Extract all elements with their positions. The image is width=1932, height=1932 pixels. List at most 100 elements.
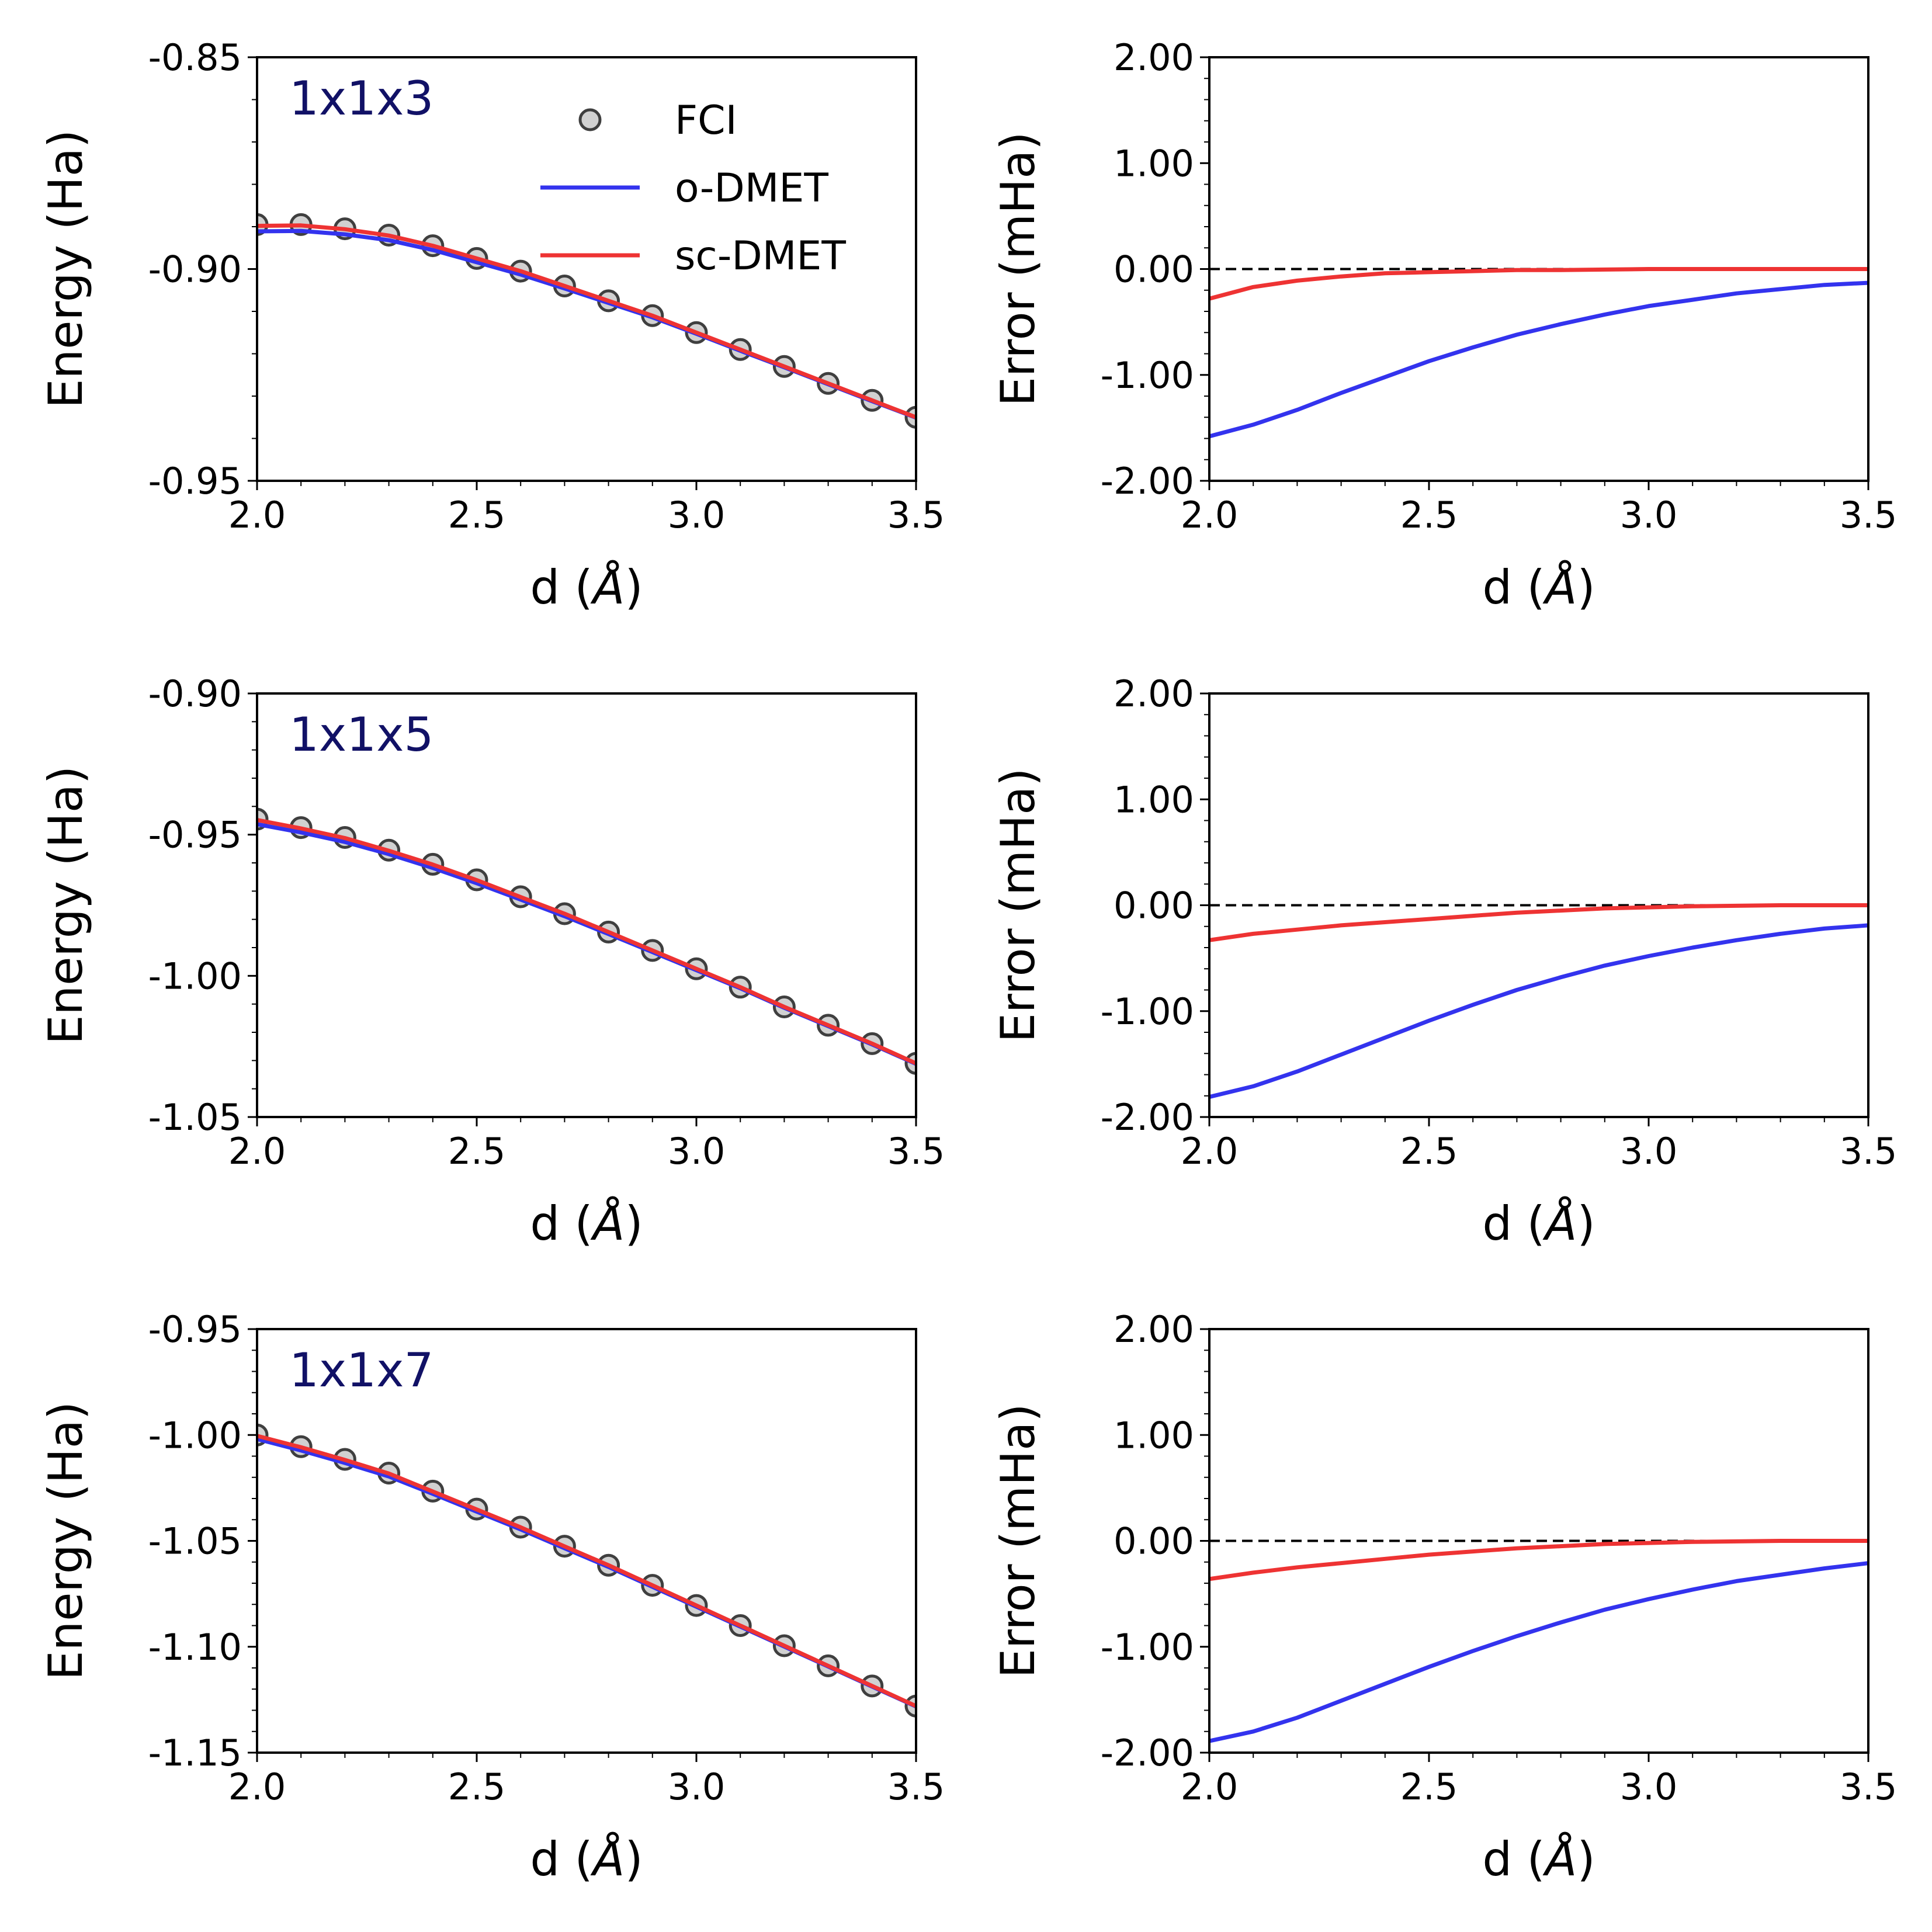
x-axis-title-prefix: d ( — [1482, 1832, 1545, 1886]
plot-area — [1209, 903, 1868, 1099]
x-tick-label: 2.5 — [448, 1130, 506, 1173]
scdmet-line — [257, 818, 916, 1066]
x-axis-title: d (Å) — [530, 1832, 643, 1886]
x-axis-title-suffix: ) — [1577, 1832, 1595, 1886]
y-tick-label: -0.95 — [148, 1308, 242, 1351]
panel-1x1x5-error: 2.0 2.5 3.0 3.5 2.00 1.00 0.00 -1.00 -2.00 d (Å) E… — [991, 672, 1897, 1251]
x-tick-label: 2.5 — [1400, 494, 1458, 536]
x-axis-title-unit: Å — [1542, 560, 1577, 615]
x-axis-title-unit: Å — [590, 560, 625, 615]
plot-area — [257, 807, 916, 1075]
y-tick-label: -1.00 — [148, 1414, 242, 1456]
panel-label: 1x1x7 — [289, 1343, 433, 1397]
y-tick-label: 0.00 — [1114, 248, 1194, 291]
y-tick-label: -0.90 — [148, 248, 242, 291]
y-axis-title: Energy (Ha) — [39, 130, 93, 408]
y-tick-label: -2.00 — [1101, 1096, 1194, 1139]
panel-1x1x7-error: 2.0 2.5 3.0 3.5 2.00 1.00 0.00 -1.00 -2.00 d (Å) E… — [991, 1308, 1897, 1886]
legend-label: o-DMET — [675, 165, 828, 211]
legend-label: sc-DMET — [675, 233, 846, 279]
x-tick-label: 3.0 — [1620, 494, 1678, 536]
odmet-line — [1209, 923, 1868, 1099]
x-tick-label: 3.0 — [668, 1130, 726, 1173]
scdmet-line — [1209, 267, 1868, 301]
y-axis-title: Energy (Ha) — [39, 766, 93, 1045]
x-axis-title-suffix: ) — [1577, 560, 1595, 615]
x-tick-label: 2.0 — [1181, 1765, 1239, 1808]
y-tick-label: 1.00 — [1114, 778, 1194, 821]
y-tick-label: -1.00 — [1101, 990, 1194, 1033]
x-axis-title-prefix: d ( — [1482, 560, 1545, 615]
plot-area — [1209, 267, 1868, 439]
x-tick-label: 3.5 — [887, 1130, 945, 1173]
x-tick-label: 3.5 — [887, 494, 945, 536]
x-axis-title-unit: Å — [1542, 1196, 1577, 1251]
legend: FCI o-DMET sc-DMET — [540, 98, 846, 279]
axes-frame — [256, 692, 917, 1118]
x-axis-title: d (Å) — [530, 1196, 643, 1251]
x-tick-label: 3.0 — [1620, 1130, 1678, 1173]
x-axis-title-prefix: d ( — [1482, 1196, 1545, 1251]
y-tick-label: -1.15 — [148, 1732, 242, 1774]
x-axis-title-prefix: d ( — [530, 560, 592, 615]
y-tick-label: -1.00 — [1101, 1626, 1194, 1669]
y-axis-title: Error (mHa) — [991, 1404, 1045, 1678]
panel-1x1x7: 2.0 2.5 3.0 3.5 -0.95 -1.00 -1.05 -1.10 -1.15 d (… — [39, 1308, 945, 1886]
panel-1x1x3-error: 2.0 2.5 3.0 3.5 2.00 1.00 0.00 -1.00 -2.00 d (Å) E… — [991, 36, 1897, 615]
y-axis-title: Error (mHa) — [991, 132, 1045, 407]
x-axis-title: d (Å) — [530, 560, 643, 615]
x-axis-title-suffix: ) — [1577, 1196, 1595, 1251]
odmet-line — [1209, 280, 1868, 439]
y-tick-label: -1.00 — [148, 955, 242, 997]
x-tick-label: 2.0 — [1181, 494, 1239, 536]
y-tick-label: 1.00 — [1114, 142, 1194, 185]
y-tick-label: -0.95 — [148, 460, 242, 502]
x-axis-title: d (Å) — [1482, 1832, 1595, 1886]
legend-fci-marker — [578, 108, 602, 131]
x-tick-label: 2.0 — [228, 1130, 286, 1173]
y-tick-label: -1.00 — [1101, 354, 1194, 397]
y-tick-label: -0.90 — [148, 672, 242, 715]
y-tick-label: -0.95 — [148, 814, 242, 856]
y-tick-label: 0.00 — [1114, 885, 1194, 927]
panel-1x1x5: 2.0 2.5 3.0 3.5 -0.90 -0.95 -1.00 -1.05 d (Å) Ene… — [39, 672, 945, 1251]
x-tick-label: 2.5 — [1400, 1130, 1458, 1173]
x-axis-title: d (Å) — [1482, 560, 1595, 615]
x-axis-title-prefix: d ( — [530, 1196, 592, 1251]
y-tick-label: -1.05 — [148, 1520, 242, 1563]
scdmet-line — [257, 223, 916, 419]
x-axis-title-unit: Å — [590, 1196, 625, 1251]
x-tick-label: 2.5 — [448, 1765, 506, 1808]
y-tick-label: -2.00 — [1101, 460, 1194, 502]
y-tick-label: 0.00 — [1114, 1520, 1194, 1563]
panel-label: 1x1x5 — [289, 707, 433, 762]
x-tick-label: 3.5 — [1840, 1130, 1898, 1173]
x-axis-title-unit: Å — [1542, 1832, 1577, 1886]
x-tick-label: 3.5 — [1840, 1765, 1898, 1808]
x-tick-label: 3.5 — [887, 1765, 945, 1808]
x-axis-title-suffix: ) — [625, 1196, 643, 1251]
scdmet-line — [1209, 903, 1868, 942]
x-tick-label: 3.0 — [668, 494, 726, 536]
panel-label: 1x1x3 — [289, 71, 433, 126]
x-tick-label: 3.0 — [1620, 1765, 1678, 1808]
y-tick-label: -0.85 — [148, 36, 242, 79]
y-axis-title: Energy (Ha) — [39, 1402, 93, 1680]
y-tick-label: 2.00 — [1114, 672, 1194, 715]
legend-label: FCI — [675, 98, 737, 144]
y-tick-label: -1.10 — [148, 1626, 242, 1669]
y-axis-title: Error (mHa) — [991, 768, 1045, 1043]
panel-1x1x3: 2.0 2.5 3.0 3.5 -0.85 -0.90 -0.95 d (Å) Energy (… — [39, 36, 945, 615]
x-axis-title-suffix: ) — [625, 1832, 643, 1886]
x-axis-title-prefix: d ( — [530, 1832, 592, 1886]
x-tick-label: 2.0 — [228, 494, 286, 536]
x-tick-label: 2.0 — [1181, 1130, 1239, 1173]
plot-area — [1209, 1539, 1868, 1743]
plot-area — [257, 1423, 916, 1718]
scdmet-line — [257, 1434, 916, 1708]
y-tick-label: 2.00 — [1114, 36, 1194, 79]
y-tick-label: -2.00 — [1101, 1732, 1194, 1774]
x-tick-label: 2.5 — [448, 494, 506, 536]
x-tick-label: 3.0 — [668, 1765, 726, 1808]
